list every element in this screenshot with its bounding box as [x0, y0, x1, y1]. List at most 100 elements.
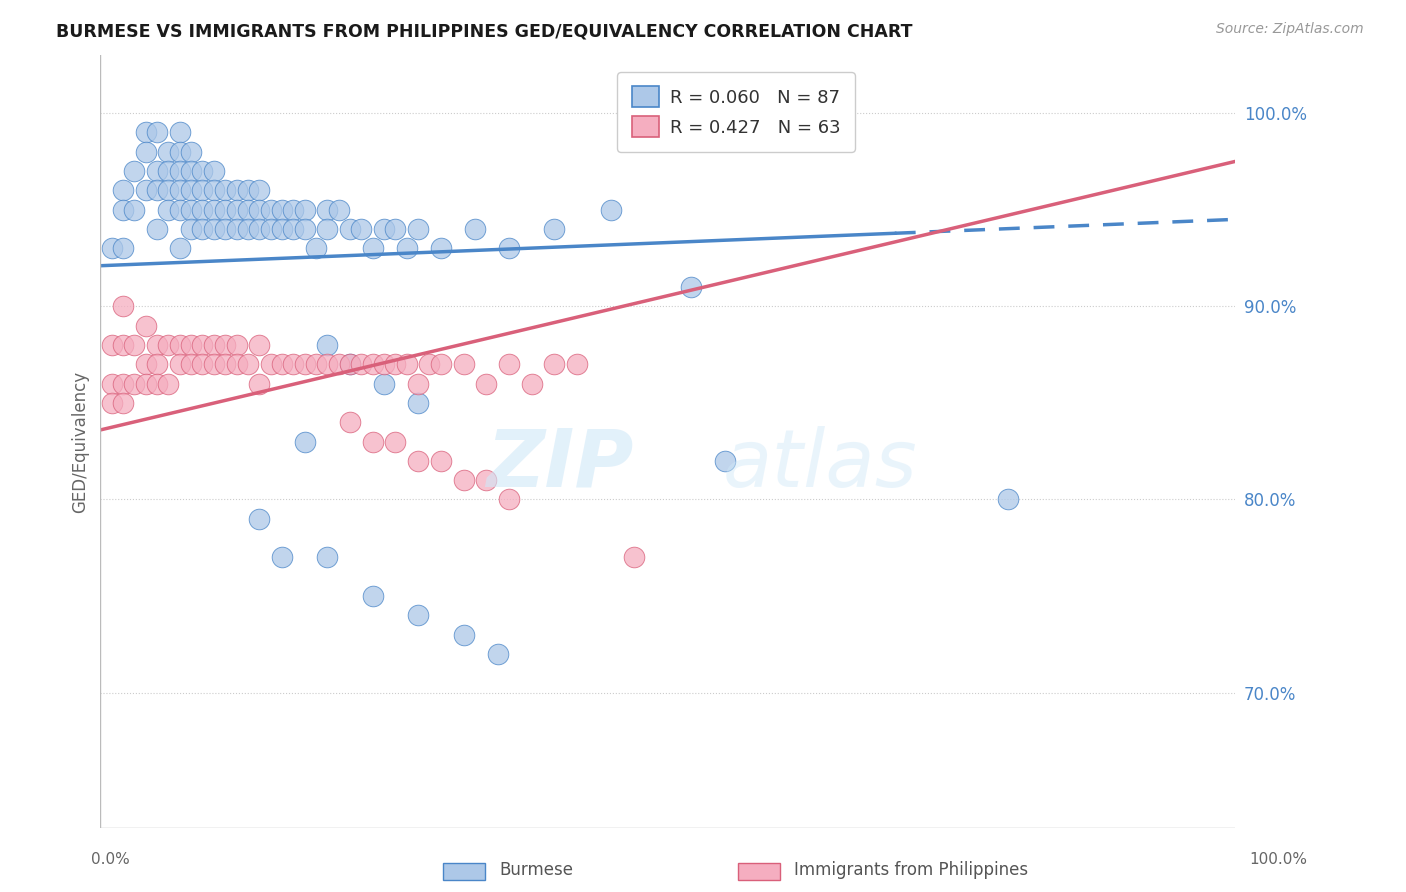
Point — [305, 357, 328, 371]
Point — [191, 338, 214, 352]
Point — [100, 376, 122, 391]
Point — [112, 376, 135, 391]
Point — [157, 183, 180, 197]
Point — [350, 357, 373, 371]
Point — [453, 628, 475, 642]
Point — [350, 222, 373, 236]
Point — [169, 241, 191, 255]
Point — [259, 222, 281, 236]
Point — [294, 202, 316, 217]
Point — [236, 183, 259, 197]
Point — [236, 222, 259, 236]
Point — [543, 222, 565, 236]
Point — [100, 241, 122, 255]
Point — [202, 164, 225, 178]
Text: atlas: atlas — [723, 425, 918, 504]
Point — [124, 202, 146, 217]
Point — [202, 183, 225, 197]
Point — [112, 396, 135, 410]
Point — [565, 357, 588, 371]
Point — [191, 357, 214, 371]
Point — [464, 222, 486, 236]
Point — [191, 164, 214, 178]
Text: 0.0%: 0.0% — [91, 852, 131, 867]
Point — [361, 357, 384, 371]
Point — [169, 125, 191, 139]
Point — [112, 338, 135, 352]
Point — [225, 357, 247, 371]
Point — [236, 357, 259, 371]
Point — [271, 202, 294, 217]
Point — [543, 357, 565, 371]
Point — [997, 492, 1019, 507]
Point — [146, 183, 169, 197]
Point — [100, 396, 122, 410]
Point — [180, 338, 202, 352]
Point — [180, 357, 202, 371]
Point — [384, 357, 406, 371]
Point — [430, 454, 453, 468]
Point — [225, 338, 247, 352]
Point — [202, 202, 225, 217]
Point — [169, 164, 191, 178]
Text: Immigrants from Philippines: Immigrants from Philippines — [794, 861, 1029, 879]
Point — [180, 183, 202, 197]
Point — [157, 202, 180, 217]
Point — [294, 434, 316, 449]
Point — [169, 357, 191, 371]
Point — [247, 376, 270, 391]
Point — [623, 550, 645, 565]
Point — [146, 338, 169, 352]
Point — [100, 338, 122, 352]
Point — [180, 164, 202, 178]
Point — [316, 338, 339, 352]
Point — [157, 164, 180, 178]
Point — [498, 241, 520, 255]
Point — [124, 376, 146, 391]
Point — [406, 454, 429, 468]
Point — [498, 357, 520, 371]
Point — [339, 357, 361, 371]
Point — [236, 202, 259, 217]
Point — [180, 222, 202, 236]
Point — [406, 396, 429, 410]
Point — [135, 376, 157, 391]
Point — [600, 202, 623, 217]
Point — [214, 338, 236, 352]
Point — [191, 183, 214, 197]
Point — [202, 222, 225, 236]
Point — [384, 222, 406, 236]
Point — [271, 222, 294, 236]
Point — [316, 550, 339, 565]
Point — [316, 357, 339, 371]
Point — [124, 338, 146, 352]
Point — [214, 222, 236, 236]
Point — [475, 473, 498, 487]
Point — [406, 376, 429, 391]
Point — [180, 202, 202, 217]
Point — [247, 183, 270, 197]
Point — [225, 222, 247, 236]
Point — [283, 357, 305, 371]
Point — [180, 145, 202, 159]
Point — [135, 318, 157, 333]
Point — [259, 202, 281, 217]
Point — [713, 454, 735, 468]
Point — [259, 357, 281, 371]
Point — [191, 202, 214, 217]
Point — [373, 222, 395, 236]
Point — [271, 357, 294, 371]
Point — [316, 202, 339, 217]
Point — [339, 222, 361, 236]
Point — [202, 357, 225, 371]
Point — [146, 376, 169, 391]
Point — [247, 512, 270, 526]
Point — [157, 376, 180, 391]
Point — [475, 376, 498, 391]
Point — [283, 222, 305, 236]
Point — [361, 589, 384, 603]
Point — [247, 222, 270, 236]
Point — [361, 241, 384, 255]
Point — [430, 241, 453, 255]
Point — [112, 241, 135, 255]
